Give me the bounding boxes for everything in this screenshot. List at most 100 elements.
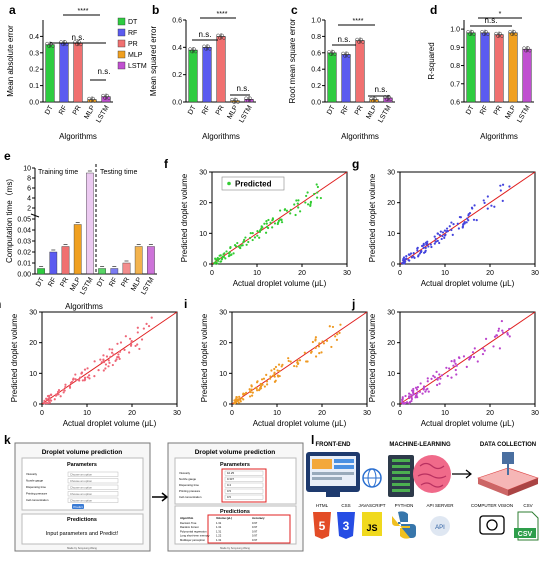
bar-dt [188,49,198,103]
data-point [236,241,239,245]
data-point [216,262,219,265]
data-point [142,327,145,330]
x-tick-label: DT [187,104,198,116]
data-point [424,390,427,393]
data-point [276,374,279,377]
sig-label: **** [353,18,364,25]
panel-g: g 00 10 10 20 20 30 30 Predicted droplet volume A… [352,157,539,288]
data-point [510,32,514,37]
x-axis-label: Algorithms [59,132,97,141]
data-point [136,331,139,334]
data-point [471,351,475,354]
data-point [417,254,420,257]
data-point [248,236,252,240]
table-cell: 0.97 [252,529,258,533]
app-title: Droplet volume prediction [42,449,123,456]
data-point [438,234,441,237]
data-point [412,252,415,255]
data-point [57,388,61,392]
data-point [438,241,441,245]
data-point [462,355,466,358]
data-point [273,375,276,378]
data-point [277,363,281,366]
legend-swatch [117,28,126,37]
y-tick-label: 0.6 [172,18,182,25]
data-point [414,394,418,398]
data-point [220,33,224,38]
y-tick-label: 0.0 [29,100,39,107]
data-point [230,97,234,102]
data-point [314,336,318,339]
data-point [405,401,409,404]
data-point [218,257,221,260]
y-tick-label: 0.9 [450,45,460,52]
data-point [468,211,472,215]
data-point [219,260,223,263]
data-point [441,231,445,234]
data-point [267,218,270,222]
field-label: Printing pressure [179,489,201,493]
table-cell: 1.31 [216,538,222,542]
y-tick-label: 0.7 [450,81,460,88]
data-point [263,385,266,388]
data-point [408,396,411,400]
data-point [277,221,280,224]
data-point [410,397,414,401]
ns-label: n.s. [98,67,111,76]
data-point [55,393,58,396]
bar-test-mlp [134,246,143,275]
data-point [245,243,248,246]
html5-icon [313,512,331,539]
data-point [256,380,259,383]
y-tick-label: 0.2 [29,67,39,74]
y-tick-label: 0.05 [17,217,31,224]
data-point [467,214,470,217]
x-tick-label: PR [354,105,365,117]
data-point [48,401,51,405]
data-point [443,236,446,240]
data-point [208,47,212,51]
data-point [315,183,318,186]
data-point [430,245,433,249]
data-point [322,342,326,345]
data-point [334,335,337,338]
table-cell: 1.31 [216,529,222,533]
data-point [311,340,314,344]
field-label: Cell concentration [179,495,202,499]
legend-label: LSTM [128,63,147,70]
data-point [273,371,276,374]
x-tick-label: RF [108,277,119,289]
data-point [45,401,48,405]
app-title: Droplet volume prediction [195,449,276,456]
data-point [145,322,148,325]
data-point [468,356,471,359]
identity-line [399,311,536,405]
data-point [107,359,110,362]
x-tick-label: 20 [486,410,494,417]
x-axis-label: Actual droplet volume (μL) [253,419,347,428]
data-point [287,357,290,360]
data-point [86,376,89,379]
data-point [62,391,65,394]
y-tick-label: 6 [27,186,31,193]
data-point [206,44,210,49]
data-point [264,231,268,234]
data-point [241,244,244,247]
data-point [482,347,485,350]
data-point [456,222,459,225]
data-point [192,47,196,51]
data-point [468,32,472,37]
data-point [407,258,410,262]
data-point [222,255,225,258]
data-point [49,41,53,46]
identity-line [41,311,178,405]
js-badge: JS [366,523,377,533]
x-axis-label: Actual droplet volume (μL) [233,279,327,288]
field-value: 0.337 [227,477,234,481]
data-point [427,245,430,248]
data-point [426,377,429,380]
data-point [251,238,254,242]
data-point [93,360,96,363]
data-point [289,212,292,215]
